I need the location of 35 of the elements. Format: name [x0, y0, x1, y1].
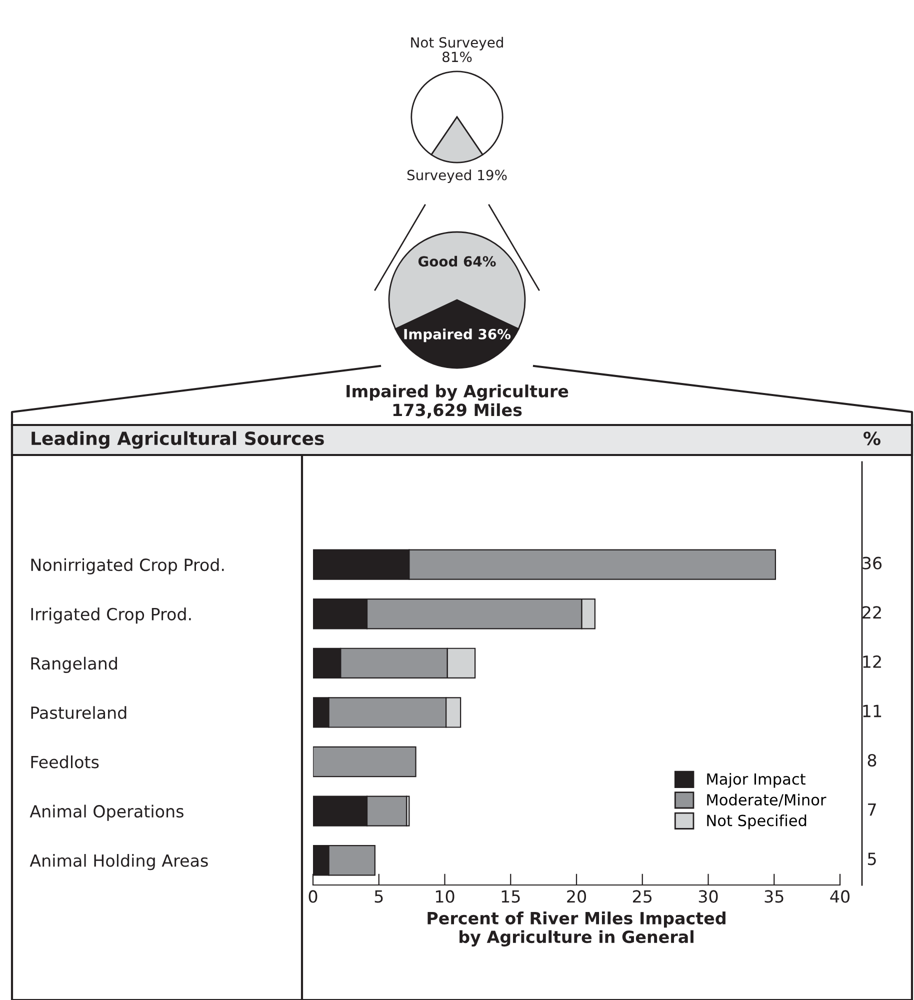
x-tick-label: 5	[374, 890, 383, 903]
slice-label: Not Surveyed 81%	[411, 36, 503, 62]
x-tick-label: 15	[502, 890, 520, 903]
legend-label: Moderate/Minor	[707, 794, 826, 807]
x-tick-label: 20	[567, 890, 586, 903]
text: %	[864, 432, 880, 446]
x-tick-label: 25	[632, 890, 652, 903]
chart-title: Leading Agricultural Sources	[32, 431, 324, 449]
text: 12	[863, 655, 881, 668]
y-tick-label: Irrigated Crop Prod.	[31, 608, 191, 624]
text: Impaired by Agriculture 173,629 Miles	[346, 384, 568, 418]
bar	[313, 746, 416, 778]
text: 8	[868, 754, 876, 767]
x-axis-title: Percent of River Miles Impacted by Agriculture in General	[428, 912, 726, 946]
text: 22	[862, 606, 881, 618]
legend-label: Not Specified	[707, 814, 806, 830]
text: 5	[868, 852, 876, 866]
x-tick-label: 35	[764, 890, 784, 903]
slice-label: Impaired 36%	[404, 328, 511, 342]
slice-label: Surveyed 19%	[407, 170, 507, 183]
legend-label: Major Impact	[707, 772, 806, 788]
slice-label: Good 64%	[418, 256, 496, 267]
y-tick-label: Nonirrigated Crop Prod.	[31, 558, 224, 574]
x-tick-label: 40	[830, 890, 850, 903]
y-tick-label: Animal Holding Areas	[30, 854, 208, 870]
y-tick-label: Pastureland	[31, 706, 126, 720]
text: 36	[862, 556, 882, 570]
y-tick-label: Animal Operations	[30, 804, 184, 821]
text: 11	[863, 704, 882, 718]
y-tick-label: Rangeland	[31, 656, 117, 673]
y-tick-label: Feedlots	[31, 755, 99, 768]
x-tick-label: 30	[698, 890, 718, 903]
x-tick-label: 10	[436, 890, 454, 903]
text: 7	[868, 804, 876, 816]
x-tick-label: 0	[308, 890, 318, 903]
